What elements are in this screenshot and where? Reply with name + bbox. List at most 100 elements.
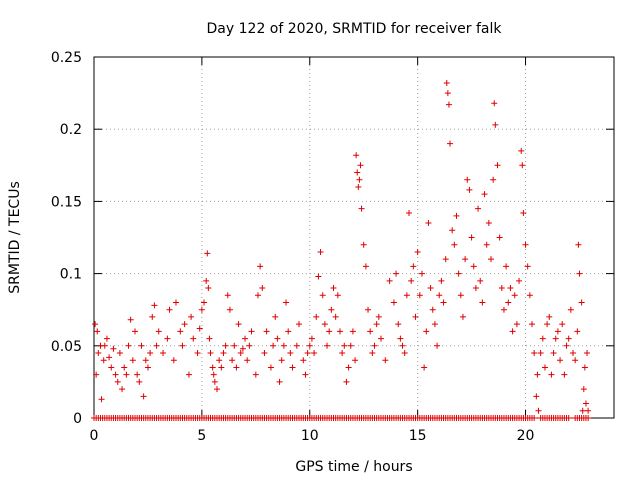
data-point bbox=[106, 354, 113, 361]
data-point bbox=[263, 328, 270, 335]
data-point bbox=[129, 357, 136, 364]
data-point bbox=[134, 371, 141, 378]
data-point bbox=[216, 357, 223, 364]
data-point bbox=[406, 209, 413, 216]
data-point bbox=[136, 378, 143, 385]
data-point bbox=[534, 371, 541, 378]
data-point bbox=[546, 313, 553, 320]
data-point bbox=[576, 270, 583, 277]
data-point bbox=[347, 342, 354, 349]
data-point bbox=[557, 357, 564, 364]
data-point bbox=[357, 162, 364, 169]
data-point bbox=[204, 250, 211, 257]
data-point bbox=[352, 357, 359, 364]
data-point bbox=[375, 313, 382, 320]
data-point bbox=[270, 342, 277, 349]
data-point bbox=[302, 371, 309, 378]
data-point bbox=[561, 371, 568, 378]
data-point bbox=[257, 263, 264, 270]
data-point bbox=[541, 364, 548, 371]
data-point bbox=[181, 321, 188, 328]
data-point bbox=[477, 277, 484, 284]
data-point bbox=[345, 364, 352, 371]
data-point bbox=[315, 273, 322, 280]
y-tick-label: 0.25 bbox=[51, 50, 82, 66]
data-point bbox=[242, 335, 249, 342]
data-point bbox=[431, 321, 438, 328]
data-point bbox=[328, 306, 335, 313]
data-point bbox=[488, 256, 495, 263]
data-point bbox=[313, 313, 320, 320]
tick-layer: 0 0.05 0.1 0.15 0.2 0.25 0 5 10 15 20 bbox=[51, 50, 614, 444]
data-point bbox=[304, 350, 311, 357]
data-point bbox=[295, 321, 302, 328]
data-point bbox=[259, 285, 266, 292]
data-point bbox=[360, 241, 367, 248]
y-axis-label: SRMTID / TECUs bbox=[7, 181, 23, 294]
data-point bbox=[445, 101, 452, 108]
data-point bbox=[317, 248, 324, 255]
data-point bbox=[108, 364, 115, 371]
data-point bbox=[287, 350, 294, 357]
data-point bbox=[492, 121, 499, 128]
data-point bbox=[261, 350, 268, 357]
data-point bbox=[274, 335, 281, 342]
data-point bbox=[470, 263, 477, 270]
data-point bbox=[408, 277, 415, 284]
data-point bbox=[343, 378, 350, 385]
data-point bbox=[213, 386, 220, 393]
data-point bbox=[332, 313, 339, 320]
grid-layer bbox=[94, 57, 614, 418]
data-point bbox=[464, 176, 471, 183]
chart-title: Day 122 of 2020, SRMTID for receiver fal… bbox=[207, 21, 503, 37]
data-point bbox=[453, 212, 460, 219]
data-point bbox=[535, 407, 542, 414]
data-point bbox=[397, 335, 404, 342]
data-point bbox=[563, 342, 570, 349]
data-point bbox=[293, 342, 300, 349]
data-point bbox=[226, 306, 233, 313]
data-point bbox=[582, 400, 589, 407]
data-point bbox=[155, 328, 162, 335]
data-point bbox=[231, 342, 238, 349]
data-point bbox=[194, 350, 201, 357]
data-point bbox=[451, 241, 458, 248]
data-point bbox=[289, 364, 296, 371]
data-point bbox=[490, 176, 497, 183]
data-point bbox=[518, 147, 525, 154]
data-point bbox=[496, 234, 503, 241]
data-point bbox=[434, 342, 441, 349]
data-point bbox=[127, 316, 134, 323]
y-tick-label: 0.15 bbox=[51, 194, 82, 210]
data-point bbox=[283, 299, 290, 306]
data-point bbox=[395, 321, 402, 328]
data-point bbox=[205, 285, 212, 292]
data-point bbox=[479, 299, 486, 306]
data-point bbox=[382, 357, 389, 364]
points-layer bbox=[91, 79, 592, 421]
data-point bbox=[321, 321, 328, 328]
data-point bbox=[354, 169, 361, 176]
data-point bbox=[425, 220, 432, 227]
data-point bbox=[554, 328, 561, 335]
data-point bbox=[116, 350, 123, 357]
data-point bbox=[579, 407, 586, 414]
data-point bbox=[190, 335, 197, 342]
data-point bbox=[410, 263, 417, 270]
data-point bbox=[147, 350, 154, 357]
data-point bbox=[341, 342, 348, 349]
data-point bbox=[209, 364, 216, 371]
data-point bbox=[94, 328, 101, 335]
data-point bbox=[516, 277, 523, 284]
data-point bbox=[248, 328, 255, 335]
data-point bbox=[500, 306, 507, 313]
data-point bbox=[336, 328, 343, 335]
data-point bbox=[349, 328, 356, 335]
data-point bbox=[457, 292, 464, 299]
data-point bbox=[427, 285, 434, 292]
data-point bbox=[459, 313, 466, 320]
data-point bbox=[220, 350, 227, 357]
data-point bbox=[211, 378, 218, 385]
data-point bbox=[507, 285, 514, 292]
data-point bbox=[581, 364, 588, 371]
